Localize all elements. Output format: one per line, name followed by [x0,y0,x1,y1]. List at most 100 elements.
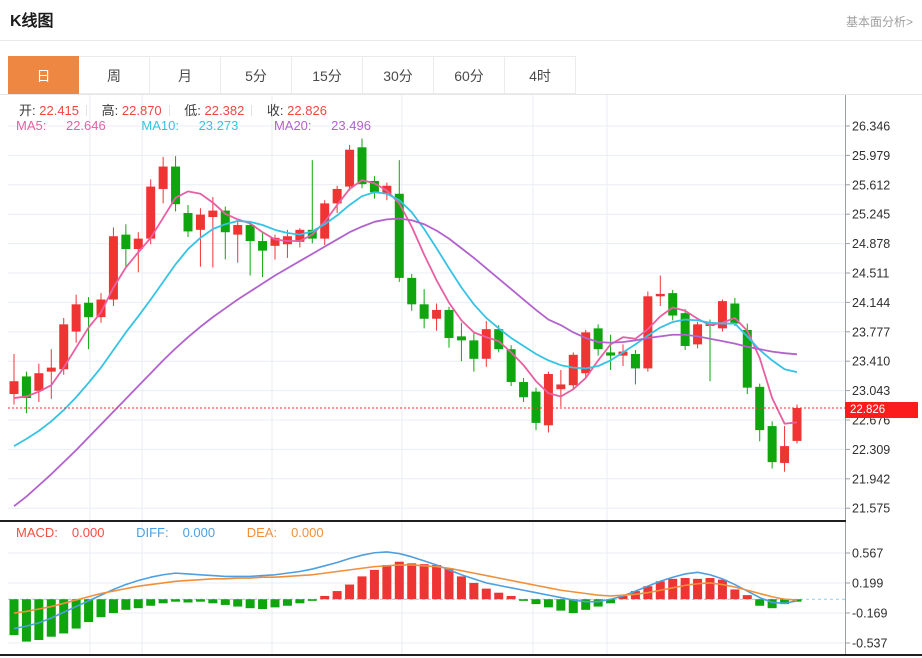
dea-label: DEA: [246,525,278,540]
diff-line [13,551,798,630]
candle-up [432,309,442,319]
ma-readout: MA5: 22.646 MA10: 23.273 MA20: 23.496 [16,118,403,133]
tab-15分[interactable]: 15分 [292,56,363,94]
macd-bar [9,599,19,636]
tab-5分[interactable]: 5分 [221,56,292,94]
tab-60分[interactable]: 60分 [434,56,505,94]
macd-bar [96,599,106,618]
candle-up [556,384,566,390]
page-title: K线图 [10,13,54,30]
panel-separators [0,520,922,656]
high-label: 高: [101,103,119,118]
macd-bar [34,599,44,640]
macd-bar [444,568,454,600]
candle-down [394,193,404,278]
macd-bar [245,599,255,609]
candle-up [34,373,44,391]
macd-bar [755,599,765,606]
macd-bar [220,599,230,605]
macd-histogram [9,561,802,642]
macd-bar [195,599,205,602]
macd-bar [581,599,591,610]
price-tick-label: 21.575 [852,502,890,516]
close-value: 22.826 [287,103,327,118]
price-tick-label: 24.511 [852,267,889,281]
candle-up [618,351,628,356]
candle-down [444,309,454,338]
macd-bar [233,599,243,607]
tab-日[interactable]: 日 [8,56,79,94]
macd-bar [506,595,516,600]
tab-月[interactable]: 月 [150,56,221,94]
macd-tick-label: -0.537 [852,637,887,651]
timeframe-tabs: 日周月 5分 15分 30分 60分 4时 [0,56,922,95]
price-tick-label: 22.309 [852,443,890,457]
macd-bar [494,592,504,600]
macd-bar [183,599,193,603]
candle-down [357,147,367,185]
macd-bar [307,599,317,601]
candle-down [506,349,516,383]
ma5-label: MA5: [16,118,47,133]
candle-down [220,210,230,233]
header-divider [0,40,922,41]
macd-y-axis: 0.567 0.199 -0.169 -0.537 [845,547,887,651]
diff-value: 0.000 [182,525,216,540]
price-tick-label: 21.942 [852,472,890,486]
ma20-line [13,217,798,507]
macd-bar [593,599,603,607]
macd-bar [568,599,578,614]
macd-bar [407,563,417,600]
macd-tick-label: 0.567 [852,547,883,561]
grid [8,95,845,654]
candle-up [158,166,168,189]
macd-bar [146,599,156,606]
candle-up [59,324,69,370]
tab-周[interactable]: 周 [79,56,150,94]
candle-up [581,332,591,374]
macd-bar [295,599,305,604]
macd-bar [369,569,379,600]
macd-bar [543,599,553,608]
dea-value: 0.000 [291,525,324,540]
ma10-label: MA10: [141,118,179,133]
candle-down [419,304,429,319]
macd-tick-label: 0.199 [852,577,883,591]
macd-tick-label: -0.169 [852,607,887,621]
tab-4时[interactable]: 4时 [505,56,576,94]
candle-down [531,391,541,423]
price-tick-label: 24.878 [852,237,890,251]
macd-bar [270,599,280,608]
macd-label: MACD: [16,525,58,540]
candle-down [755,386,765,431]
macd-bar [320,595,330,600]
candle-down [519,382,529,398]
price-tick-label: 25.245 [852,208,890,222]
candle-down [369,180,379,193]
macd-bar [332,591,342,600]
macd-bar [382,564,392,600]
ma5-value: 22.646 [65,118,106,133]
candle-down [767,426,777,463]
macd-bar [158,599,168,604]
candle-down [469,340,479,359]
low-label: 低: [184,103,201,118]
close-label: 收: [266,103,284,118]
candle-up [46,367,56,372]
macd-value: 0.000 [71,525,105,540]
candle-up [108,236,118,300]
macd-bar [394,561,404,600]
macd-readout: MACD: 0.000 DIFF: 0.000 DEA: 0.000 [16,525,352,540]
candle-down [630,353,640,369]
macd-bar [21,599,31,642]
candle-down [593,328,603,350]
macd-bar [668,578,678,600]
fundamental-analysis-link[interactable]: 基本面分析> [845,15,913,29]
macd-bar [108,599,118,614]
readout-divider [251,105,253,116]
readout-divider [86,105,88,116]
macd-bar [767,599,777,609]
candle-down [668,293,678,316]
tab-30分[interactable]: 30分 [363,56,434,94]
